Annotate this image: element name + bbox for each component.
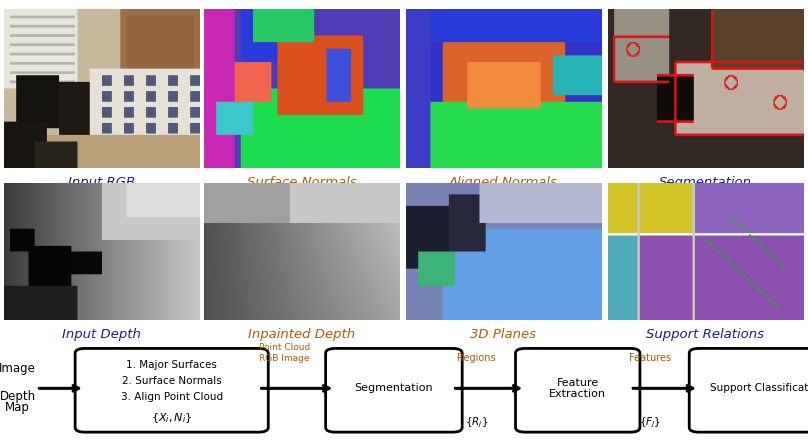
FancyBboxPatch shape <box>516 349 640 432</box>
Text: 1. Major Surfaces: 1. Major Surfaces <box>126 360 217 370</box>
Text: Aligned Normals: Aligned Normals <box>449 176 558 189</box>
Text: Input RGB: Input RGB <box>68 176 136 189</box>
Text: $\{F_j\}$: $\{F_j\}$ <box>639 416 662 430</box>
FancyBboxPatch shape <box>326 349 462 432</box>
Text: Feature
Extraction: Feature Extraction <box>549 378 606 399</box>
Text: $\{R_j\}$: $\{R_j\}$ <box>465 416 489 430</box>
Text: $\{X_i, N_i\}$: $\{X_i, N_i\}$ <box>151 411 192 425</box>
Text: Support Relations: Support Relations <box>646 328 764 341</box>
Text: RGB Image: RGB Image <box>259 354 309 363</box>
Text: 2. Surface Normals: 2. Surface Normals <box>122 375 221 385</box>
Text: Regions: Regions <box>457 353 496 363</box>
Text: Segmentation: Segmentation <box>355 384 433 393</box>
Text: Surface Normals: Surface Normals <box>246 176 356 189</box>
Text: Segmentation: Segmentation <box>659 176 752 189</box>
Text: Inpainted Depth: Inpainted Depth <box>248 328 355 341</box>
Text: 3D Planes: 3D Planes <box>470 328 537 341</box>
Text: Depth: Depth <box>0 390 36 403</box>
Text: Features: Features <box>629 353 671 363</box>
Text: Image: Image <box>0 362 36 375</box>
Text: Map: Map <box>6 401 30 414</box>
FancyBboxPatch shape <box>75 349 268 432</box>
Text: Input Depth: Input Depth <box>62 328 141 341</box>
FancyBboxPatch shape <box>689 349 808 432</box>
Text: 3. Align Point Cloud: 3. Align Point Cloud <box>120 392 223 402</box>
Text: Support Classification: Support Classification <box>710 384 808 393</box>
Text: Point Cloud: Point Cloud <box>259 343 310 352</box>
